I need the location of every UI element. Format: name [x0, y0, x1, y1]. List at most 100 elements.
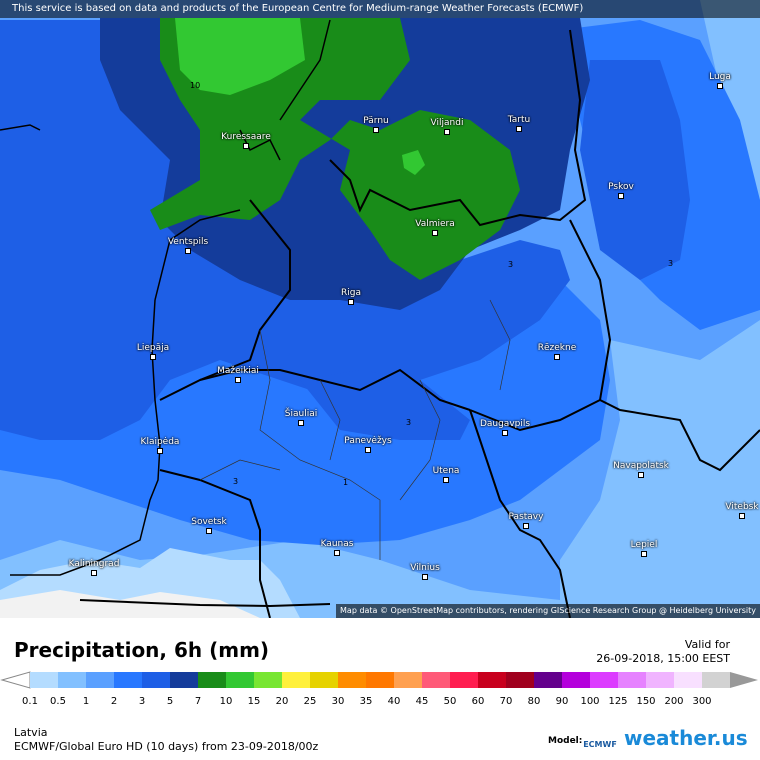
contour-label: 3 — [668, 259, 674, 268]
city-label: Luga — [709, 72, 731, 82]
legend-tick: 1 — [82, 696, 90, 707]
city-marker — [235, 377, 241, 383]
legend-swatch — [58, 672, 86, 688]
city-label: Lepiel — [630, 540, 658, 550]
legend-tick: 5 — [166, 696, 174, 707]
legend-swatch — [198, 672, 226, 688]
contour-label: 3 — [508, 260, 514, 269]
city-label: Navapolatsk — [613, 461, 669, 471]
legend-tick: 10 — [219, 696, 233, 707]
legend-swatch — [226, 672, 254, 688]
legend-panel: Precipitation, 6h (mm) Valid for 26-09-2… — [0, 618, 760, 760]
legend-tick: 20 — [275, 696, 289, 707]
city-label: Vitebsk — [725, 502, 759, 512]
legend-arrow-high — [730, 672, 758, 688]
city-marker — [422, 574, 428, 580]
city-label: Utena — [432, 466, 460, 476]
city-marker — [91, 570, 97, 576]
legend-tick: 90 — [555, 696, 569, 707]
coastline — [0, 19, 331, 576]
legend-swatch — [590, 672, 618, 688]
city-label: Pskov — [608, 182, 634, 192]
legend-swatch — [702, 672, 730, 688]
city-label: Pastavy — [508, 512, 544, 522]
legend-tick: 60 — [471, 696, 485, 707]
legend-swatch — [534, 672, 562, 688]
legend-swatch — [142, 672, 170, 688]
city-label: Riga — [341, 288, 361, 298]
city-marker — [444, 129, 450, 135]
city-label: Liepāja — [136, 343, 170, 353]
contour-label: 1 — [343, 478, 349, 487]
city-marker — [185, 248, 191, 254]
precip-band-3-5-pskov — [580, 60, 690, 280]
region-name: Latvia — [14, 726, 48, 739]
city-marker — [502, 430, 508, 436]
city-label: Sovetsk — [191, 517, 227, 527]
city-label: Daugavpils — [479, 419, 531, 429]
city-label: Klaipėda — [140, 437, 180, 447]
legend-tick: 0.5 — [50, 696, 66, 707]
legend-tick: 80 — [527, 696, 541, 707]
city-label: Ventspils — [167, 237, 209, 247]
legend-ticks: 0.1 0.5 1 2 3 5 7 10 15 20 25 30 35 40 45 50 60 70 80 90 100… — [0, 696, 760, 710]
city-marker — [516, 126, 522, 132]
city-marker — [334, 550, 340, 556]
map-canvas — [0, 0, 760, 618]
precipitation-map: This service is based on data and produc… — [0, 0, 760, 618]
legend-tick: 3 — [138, 696, 146, 707]
legend-swatch — [30, 672, 58, 688]
city-label: Vilnius — [410, 563, 440, 573]
admin-borders — [199, 299, 511, 560]
legend-tick: 300 — [692, 696, 712, 707]
legend-tick: 15 — [247, 696, 261, 707]
legend-tick: 25 — [303, 696, 317, 707]
precip-band-10-15 — [175, 18, 305, 95]
city-marker — [443, 477, 449, 483]
legend-swatch — [170, 672, 198, 688]
city-marker — [717, 83, 723, 89]
legend-tick: 200 — [664, 696, 684, 707]
model-info: ECMWF/Global Euro HD (10 days) from 23-0… — [14, 740, 319, 753]
color-legend — [0, 671, 758, 689]
precip-band-0.5-1 — [560, 320, 760, 618]
legend-tick: 70 — [499, 696, 513, 707]
legend-tick: 35 — [359, 696, 373, 707]
legend-tick: 40 — [387, 696, 401, 707]
legend-tick: 100 — [580, 696, 600, 707]
valid-label: Valid for — [684, 638, 730, 651]
ecmwf-banner: This service is based on data and produc… — [0, 0, 760, 18]
city-marker — [523, 523, 529, 529]
legend-swatch — [338, 672, 366, 688]
legend-swatch — [450, 672, 478, 688]
city-marker — [554, 354, 560, 360]
legend-swatch — [478, 672, 506, 688]
ecmwf-logo: ECMWF — [583, 740, 617, 749]
legend-swatch — [422, 672, 450, 688]
city-label: Pärnu — [363, 116, 389, 126]
city-marker — [641, 551, 647, 557]
city-label: Panevėžys — [344, 436, 392, 446]
weather-us-logo[interactable]: weather.us — [624, 726, 748, 750]
legend-swatch — [310, 672, 338, 688]
city-label: Viljandi — [430, 118, 464, 128]
map-attribution[interactable]: Map data © OpenStreetMap contributors, r… — [336, 604, 760, 618]
city-label: Kaliningrad — [68, 559, 120, 569]
legend-tick: 30 — [331, 696, 345, 707]
legend-tick: 0.1 — [22, 696, 38, 707]
legend-swatch — [394, 672, 422, 688]
contour-label: 10 — [190, 81, 201, 90]
legend-tick: 7 — [194, 696, 202, 707]
city-label: Valmiera — [415, 219, 455, 229]
city-marker — [157, 448, 163, 454]
contour-label: 3 — [233, 477, 239, 486]
city-marker — [150, 354, 156, 360]
legend-swatch — [254, 672, 282, 688]
city-label: Kuressaare — [221, 132, 271, 142]
contour-label: 3 — [406, 418, 412, 427]
no-precip-area — [0, 590, 260, 618]
country-borders — [79, 29, 760, 618]
map-title: Precipitation, 6h (mm) — [14, 638, 270, 662]
valid-time-value: 26-09-2018, 15:00 EEST — [596, 652, 730, 665]
legend-tick: 2 — [110, 696, 118, 707]
